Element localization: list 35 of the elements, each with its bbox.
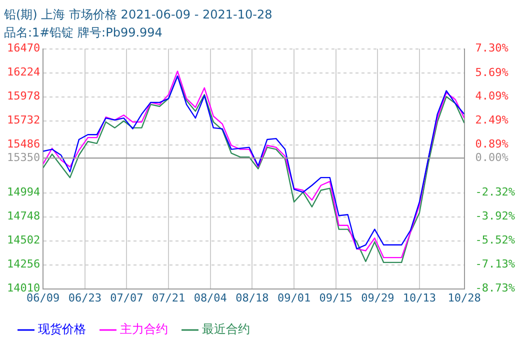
y-tick-label: 15350	[6, 150, 40, 164]
x-tick-label: 08/18	[236, 291, 269, 304]
y-tick-label: 16224	[6, 66, 40, 79]
x-tick-label: 08/04	[194, 291, 228, 304]
y2-tick-label: -5.52%	[475, 234, 516, 247]
x-tick-label: 06/23	[68, 291, 102, 304]
y-tick-label: 14994	[6, 186, 40, 199]
y2-tick-label: 0.00%	[475, 150, 509, 164]
legend-label: 最近合约	[202, 322, 250, 336]
y2-tick-label: -2.32%	[475, 186, 516, 199]
y-tick-label: 14748	[6, 210, 40, 223]
y2-tick-label: 4.09%	[475, 90, 509, 103]
legend-label: 现货价格	[38, 322, 86, 336]
x-tick-label: 09/15	[319, 291, 352, 304]
y-tick-label: 15978	[6, 90, 40, 103]
y-tick-label: 14256	[6, 258, 40, 271]
y-tick-label: 16470	[6, 42, 40, 55]
y-tick-label: 15486	[6, 138, 40, 151]
x-tick-label: 09/29	[361, 291, 394, 304]
x-tick-label: 07/07	[110, 291, 144, 304]
x-tick-label: 07/21	[152, 291, 186, 304]
x-tick-label: 10/13	[402, 291, 436, 304]
y2-tick-label: -7.13%	[475, 258, 516, 271]
y-tick-label: 14502	[6, 234, 40, 247]
chart-subtitle: 品名:1#铅锭 牌号:Pb99.994	[4, 26, 162, 40]
legend-label: 主力合约	[120, 322, 168, 336]
y2-tick-label: 0.89%	[475, 138, 509, 151]
y2-tick-label: 7.30%	[475, 42, 509, 55]
y-tick-label: 15732	[6, 114, 40, 127]
x-tick-label: 06/09	[26, 291, 60, 304]
chart-title: 铅(期) 上海 市场价格 2021-06-09 - 2021-10-28	[3, 7, 272, 22]
y2-tick-label: 5.69%	[475, 66, 509, 79]
y2-tick-label: -3.92%	[475, 210, 516, 223]
x-tick-label: 09/01	[277, 291, 311, 304]
y2-tick-label: 2.49%	[475, 114, 509, 127]
